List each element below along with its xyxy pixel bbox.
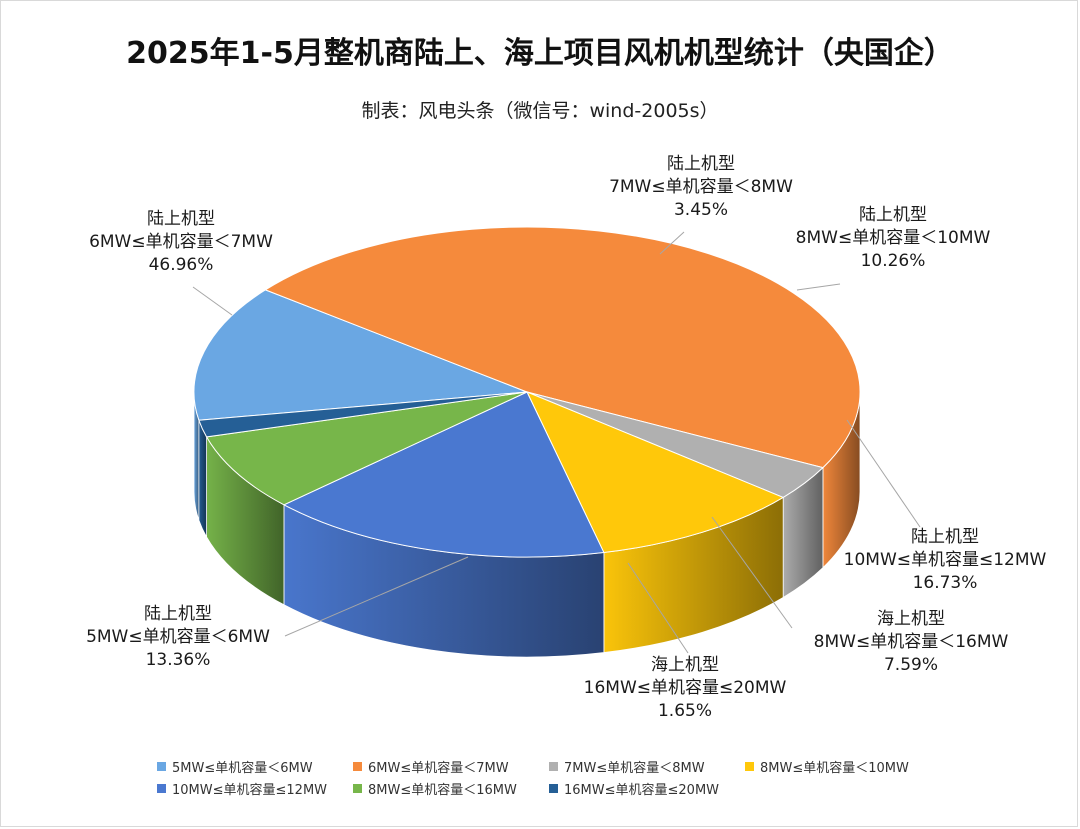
slice-label-value: 3.45% [674,200,728,220]
legend-swatch [353,783,362,793]
slice-label-4: 陆上机型 10MW≤单机容量≤12MW 16.73% [844,527,1047,593]
pie-labels: 陆上机型 5MW≤单机容量＜6MW 13.36% 陆上机型 6MW≤单机容量＜7MW 46… [86,154,1046,721]
pie-slice-6 [198,391,528,438]
chart-legend: 5MW≤单机容量＜6MW 6MW≤单机容量＜7MW 7MW≤单机容量＜8MW 8MW≤… [157,755,957,799]
slice-label-value: 13.36% [146,650,211,670]
legend-label: 10MW≤单机容量≤12MW [172,782,328,798]
slice-label-value: 10.26% [861,251,926,271]
slice-label-1: 陆上机型 6MW≤单机容量＜7MW 46.96% [89,209,273,275]
pie-slice-5 [205,391,528,506]
legend-item-3: 8MW≤单机容量＜10MW [745,757,941,776]
legend-row: 10MW≤单机容量≤12MW 8MW≤单机容量＜16MW 16MW≤单机容量≤20M… [157,777,957,799]
slice-label-category: 陆上机型 [667,154,735,174]
legend-swatch [549,761,558,771]
legend-swatch [745,761,754,771]
slice-label-0: 陆上机型 5MW≤单机容量＜6MW 13.36% [86,604,270,670]
pie-sides [193,391,861,658]
leader-line-1 [192,286,233,316]
slice-label-range: 10MW≤单机容量≤12MW [844,550,1047,570]
slice-label-range: 7MW≤单机容量＜8MW [609,177,793,197]
slice-label-range: 16MW≤单机容量≤20MW [584,678,787,698]
slice-label-category: 陆上机型 [911,527,979,547]
legend-swatch [353,761,362,771]
pie-slice-4 [282,391,605,558]
legend-label: 16MW≤单机容量≤20MW [564,782,720,798]
slice-label-value: 1.65% [658,701,712,721]
pie-slice-3 [525,391,785,554]
pie-tops [193,226,861,558]
pie-leaders [192,231,921,654]
legend-item-4: 10MW≤单机容量≤12MW [157,779,353,798]
pie-slice-0 [193,289,528,421]
slice-label-category: 陆上机型 [859,205,927,225]
legend-label: 8MW≤单机容量＜16MW [368,782,517,798]
slice-label-range: 8MW≤单机容量＜16MW [814,632,1009,652]
slice-label-category: 海上机型 [651,655,719,675]
leader-line-0 [284,556,469,637]
slice-label-6: 海上机型 16MW≤单机容量≤20MW 1.65% [584,655,787,721]
slice-label-range: 6MW≤单机容量＜7MW [89,232,273,252]
slice-label-value: 7.59% [884,655,938,675]
slice-label-2: 陆上机型 7MW≤单机容量＜8MW 3.45% [609,154,793,220]
chart-title: 2025年1-5月整机商陆上、海上项目风机机型统计（央国企） [126,36,954,71]
legend-swatch [157,761,166,771]
legend-item-6: 16MW≤单机容量≤20MW [549,779,745,798]
pie-side-6 [198,420,207,539]
legend-swatch [549,783,558,793]
legend-item-1: 6MW≤单机容量＜7MW [353,757,549,776]
slice-label-category: 陆上机型 [147,209,215,229]
leader-line-6 [627,562,689,654]
slice-label-value: 16.73% [913,573,978,593]
legend-item-0: 5MW≤单机容量＜6MW [157,757,353,776]
legend-label: 5MW≤单机容量＜6MW [172,760,313,776]
leader-line-5 [711,516,793,629]
slice-label-value: 46.96% [149,255,214,275]
slice-label-range: 8MW≤单机容量＜10MW [796,228,991,248]
legend-item-5: 8MW≤单机容量＜16MW [353,779,549,798]
chart-subtitle: 制表：风电头条（微信号：wind-2005s） [361,100,719,122]
slice-label-range: 5MW≤单机容量＜6MW [86,627,270,647]
legend-swatch [157,783,166,793]
leader-line-3 [796,283,841,291]
legend-item-2: 7MW≤单机容量＜8MW [549,757,745,776]
pie-slice-1 [264,226,861,469]
leader-line-2 [659,231,685,255]
slice-label-5: 海上机型 8MW≤单机容量＜16MW 7.59% [814,609,1009,675]
slice-label-category: 海上机型 [877,609,945,629]
legend-row: 5MW≤单机容量＜6MW 6MW≤单机容量＜7MW 7MW≤单机容量＜8MW 8MW≤… [157,755,957,777]
slice-label-category: 陆上机型 [144,604,212,624]
legend-label: 7MW≤单机容量＜8MW [564,760,705,776]
legend-label: 6MW≤单机容量＜7MW [368,760,509,776]
slice-label-3: 陆上机型 8MW≤单机容量＜10MW 10.26% [796,205,991,271]
leader-line-4 [846,419,921,528]
legend-label: 8MW≤单机容量＜10MW [760,760,909,776]
